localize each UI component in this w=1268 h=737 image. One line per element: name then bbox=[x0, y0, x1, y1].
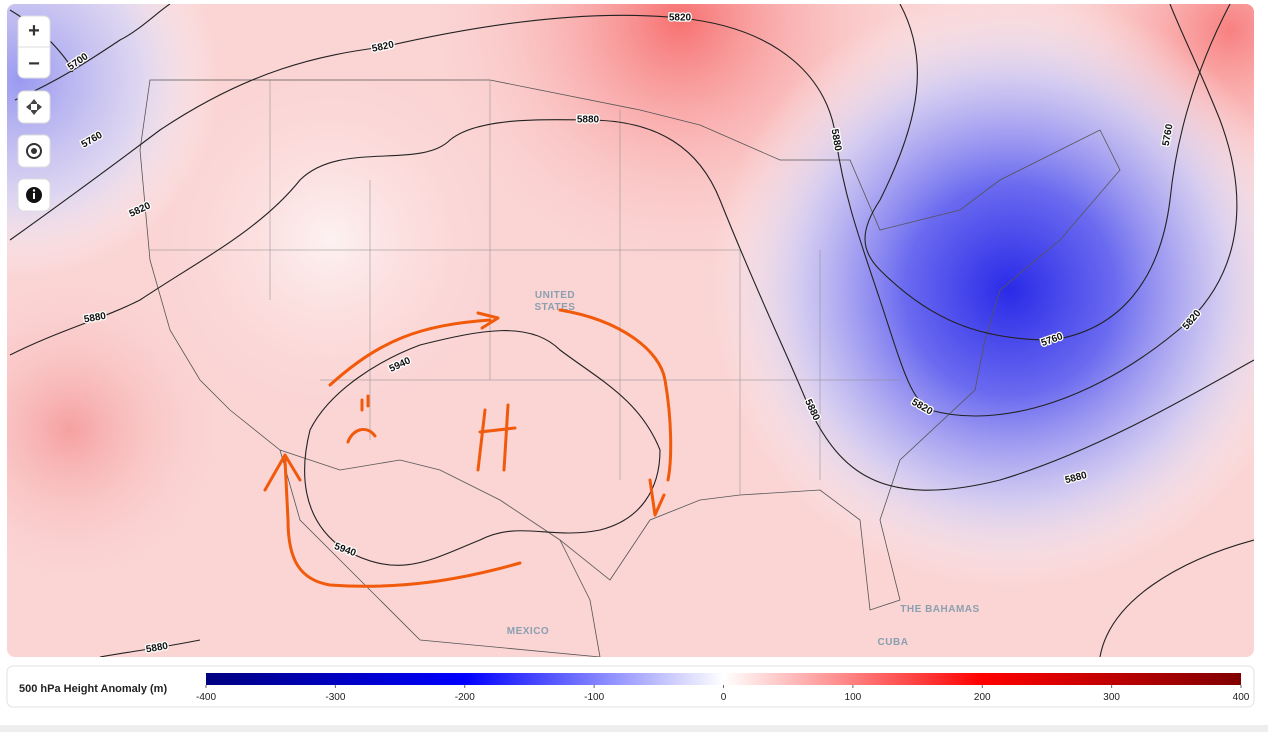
annotation bbox=[263, 308, 673, 588]
info-icon bbox=[32, 189, 36, 192]
contour bbox=[99, 639, 201, 657]
place-label: THE BAHAMAS bbox=[900, 604, 979, 615]
contour-label: 5760 bbox=[1161, 123, 1176, 147]
legend-title: 500 hPa Height Anomaly (m) bbox=[19, 683, 167, 695]
colorbar-tick-label: -300 bbox=[325, 692, 345, 703]
contour-label: 5880 bbox=[145, 641, 169, 656]
legend-box bbox=[6, 665, 1255, 708]
contour-label: 5880 bbox=[83, 311, 107, 326]
map-controls: + − bbox=[17, 15, 51, 212]
colorbar-tick-label: 300 bbox=[1103, 692, 1120, 703]
zoom-out[interactable]: − bbox=[28, 53, 40, 75]
pan-icon bbox=[26, 99, 42, 115]
colorbar-tick-label: -200 bbox=[455, 692, 475, 703]
anomaly-field bbox=[7, 4, 1254, 657]
contour bbox=[864, 4, 1231, 341]
colorbar-tick-label: -400 bbox=[196, 692, 216, 703]
colorbar-tick-label: 0 bbox=[721, 692, 727, 703]
place-label: UNITED STATES bbox=[535, 290, 576, 313]
map[interactable]: 5700 5760 5820 5820 5880 5820 5880 5880 … bbox=[7, 4, 1254, 657]
contour bbox=[1099, 539, 1254, 657]
locate-icon bbox=[31, 148, 37, 154]
colorbar-tick-label: -100 bbox=[584, 692, 604, 703]
locate-icon bbox=[26, 143, 42, 159]
state-lines bbox=[150, 80, 900, 495]
contour-label: 5880 bbox=[577, 115, 600, 126]
country-outline bbox=[279, 449, 601, 657]
contour bbox=[9, 4, 1238, 417]
pan-button[interactable] bbox=[17, 90, 51, 124]
colorbar-tick-label: 200 bbox=[974, 692, 991, 703]
footer-strip bbox=[0, 725, 1268, 732]
contour bbox=[14, 4, 171, 101]
contour bbox=[9, 119, 1254, 491]
info-icon bbox=[33, 193, 35, 199]
place-label: MEXICO bbox=[507, 626, 549, 637]
colorbar bbox=[206, 673, 1241, 685]
colorbar-tick-label: 400 bbox=[1233, 692, 1250, 703]
contour-label: 5880 bbox=[829, 128, 844, 152]
place-label: CUBA bbox=[878, 637, 909, 648]
contour-label: 5820 bbox=[669, 13, 692, 24]
colorbar-tick-label: 100 bbox=[845, 692, 862, 703]
legend: 500 hPa Height Anomaly (m) -400 -300 -200 -… bbox=[6, 665, 1255, 708]
zoom-in[interactable]: + bbox=[28, 20, 40, 42]
contour bbox=[304, 330, 661, 566]
